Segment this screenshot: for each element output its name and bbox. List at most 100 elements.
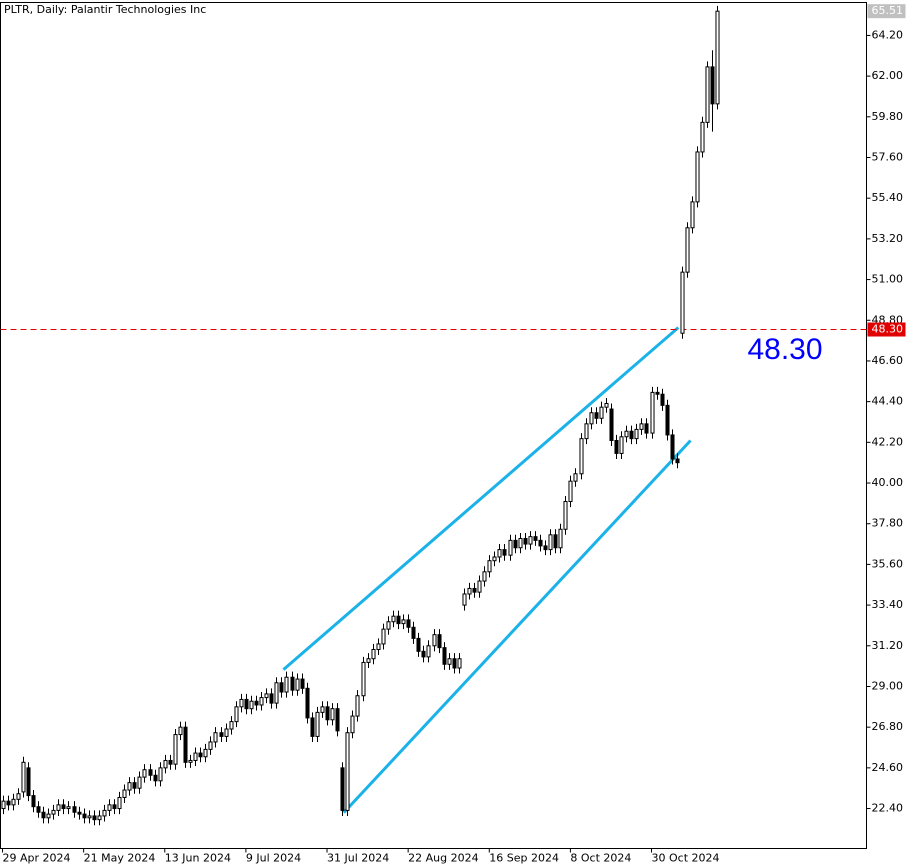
y-tick-label: 37.80 <box>872 517 904 530</box>
candle-body <box>26 767 31 797</box>
candle-body <box>477 580 482 593</box>
candle-body <box>396 615 401 625</box>
last-price-box <box>867 4 906 19</box>
candle-body <box>173 734 178 765</box>
candle-body <box>239 698 244 708</box>
candle-body <box>290 676 295 691</box>
x-tick-label: 22 Aug 2024 <box>408 852 478 865</box>
candle-body <box>208 741 213 750</box>
candle-body <box>330 708 335 721</box>
candle-body <box>193 752 198 761</box>
candle-body <box>51 809 56 815</box>
candle-body <box>72 806 77 813</box>
candle-body <box>660 393 665 406</box>
plot-frame <box>0 2 867 849</box>
x-tick-label: 21 May 2024 <box>84 852 156 865</box>
candle-body <box>705 66 710 123</box>
candle-body <box>178 726 183 736</box>
candle-body <box>472 587 477 593</box>
candle-body <box>345 732 350 811</box>
candle-body <box>87 815 92 819</box>
candle-body <box>695 151 700 203</box>
candle-body <box>310 717 315 737</box>
candle-body <box>198 752 203 758</box>
candle-body <box>604 402 609 408</box>
candle-body <box>168 759 173 765</box>
candle-body <box>264 693 269 699</box>
candle-body <box>386 621 391 630</box>
candle-body <box>665 404 670 436</box>
candle-body <box>366 658 371 663</box>
x-tick-label: 30 Oct 2024 <box>652 852 720 865</box>
y-tick-label: 40.00 <box>872 476 904 489</box>
candle-body <box>36 806 41 813</box>
candle-body <box>163 759 168 769</box>
candle-body <box>381 628 386 645</box>
candle-body <box>274 682 279 704</box>
candle-body <box>361 661 366 697</box>
candle-body <box>700 121 705 153</box>
candle-body <box>553 534 558 549</box>
x-tick-label: 13 Jun 2024 <box>165 852 231 865</box>
candle-body <box>558 528 563 549</box>
candle-body <box>411 626 416 639</box>
candle-body <box>295 678 300 691</box>
candle-body <box>447 658 452 665</box>
candle-body <box>416 637 421 652</box>
candle-body <box>137 776 142 789</box>
candle-body <box>269 693 274 704</box>
candle-body <box>16 793 21 800</box>
candle-body <box>31 795 36 808</box>
trend-line <box>282 326 680 671</box>
chart-title: PLTR, Daily: Palantir Technologies Inc <box>4 3 206 16</box>
candle-body <box>655 391 660 395</box>
candle-body <box>401 619 406 625</box>
candle-body <box>462 593 467 606</box>
candle-body <box>259 697 264 706</box>
candle-body <box>685 227 690 273</box>
candle-body <box>619 436 624 454</box>
candle-body <box>355 695 360 717</box>
candle-body <box>629 430 634 440</box>
candle-body <box>421 650 426 658</box>
candle-body <box>77 811 82 815</box>
candle-body <box>117 796 122 810</box>
candle-body <box>371 648 376 660</box>
candle-body <box>249 700 254 710</box>
candle-body <box>325 706 330 721</box>
y-tick-label: 53.20 <box>872 232 904 245</box>
candle-body <box>11 798 16 806</box>
y-tick-label: 26.80 <box>872 720 904 733</box>
y-tick-label: 35.60 <box>872 557 904 570</box>
candle-body <box>41 811 46 819</box>
candle-body <box>589 412 594 425</box>
candle-body <box>482 571 487 582</box>
candle-body <box>406 619 411 628</box>
candle-body <box>254 700 259 706</box>
candle-body <box>188 759 193 763</box>
candle-body <box>224 728 229 737</box>
y-tick-label: 55.40 <box>872 191 904 204</box>
candle-body <box>573 473 578 482</box>
candle-body <box>213 732 218 743</box>
x-tick-label: 8 Oct 2024 <box>570 852 631 865</box>
level-label-box <box>867 322 906 337</box>
x-tick-label: 29 Apr 2024 <box>3 852 71 865</box>
candle-body <box>609 408 614 441</box>
candle-body <box>680 271 685 334</box>
candle-body <box>634 428 639 440</box>
candle-body <box>56 804 61 811</box>
candle-body <box>158 767 163 782</box>
candle-body <box>492 556 497 562</box>
candle-body <box>122 789 127 798</box>
candle-body <box>284 676 289 693</box>
candle-body <box>142 769 147 778</box>
candle-body <box>320 706 325 713</box>
y-tick-label: 64.20 <box>872 28 904 41</box>
candle-body <box>148 769 153 776</box>
candle-body <box>508 539 513 556</box>
y-tick-label: 46.60 <box>872 354 904 367</box>
candle-body <box>46 813 51 819</box>
y-tick-label: 29.00 <box>872 679 904 692</box>
candle-body <box>599 406 604 419</box>
